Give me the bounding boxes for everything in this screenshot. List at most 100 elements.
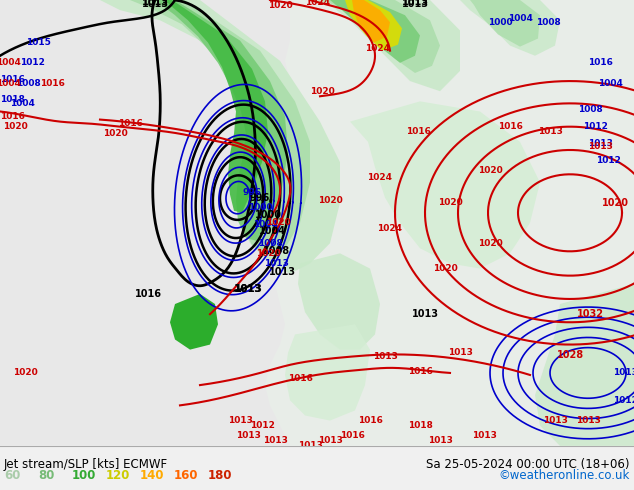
Text: 1000: 1000: [248, 203, 273, 212]
Text: 1020: 1020: [268, 0, 292, 10]
Text: 1020: 1020: [309, 87, 334, 96]
Text: 1016: 1016: [0, 112, 25, 121]
Text: 1020: 1020: [477, 239, 502, 248]
Polygon shape: [320, 0, 440, 73]
Text: 1016: 1016: [0, 74, 25, 84]
Text: 1000: 1000: [488, 18, 512, 27]
Text: 1013: 1013: [588, 139, 612, 148]
Text: 1013: 1013: [543, 416, 567, 425]
Text: 1020: 1020: [437, 198, 462, 207]
Text: 1018: 1018: [408, 421, 432, 430]
Text: 1024: 1024: [368, 173, 392, 182]
Text: 1028: 1028: [557, 350, 583, 360]
Polygon shape: [165, 0, 268, 213]
Text: 1016: 1016: [358, 416, 382, 425]
Text: 1013: 1013: [228, 416, 252, 425]
Polygon shape: [100, 0, 340, 273]
Polygon shape: [170, 294, 218, 350]
Text: 996: 996: [242, 188, 261, 197]
Text: 1012: 1012: [612, 396, 634, 405]
Text: 1013: 1013: [427, 436, 453, 445]
Text: 1000: 1000: [254, 210, 281, 220]
Text: ©weatheronline.co.uk: ©weatheronline.co.uk: [498, 469, 630, 482]
Polygon shape: [350, 101, 540, 269]
Text: 1013: 1013: [538, 127, 562, 136]
Text: 1012: 1012: [250, 421, 275, 430]
Text: 1013: 1013: [141, 0, 169, 7]
Polygon shape: [470, 0, 540, 47]
Text: 80: 80: [38, 469, 55, 482]
Text: 1008: 1008: [536, 18, 560, 27]
Text: 1013: 1013: [401, 0, 429, 7]
Polygon shape: [352, 0, 390, 43]
Text: 1020: 1020: [13, 368, 37, 377]
Text: Sa 25-05-2024 00:00 UTC (18+06): Sa 25-05-2024 00:00 UTC (18+06): [427, 458, 630, 471]
Text: 1013: 1013: [448, 348, 472, 357]
Polygon shape: [0, 0, 130, 284]
Text: 1013: 1013: [472, 431, 496, 441]
Text: 1015: 1015: [25, 38, 51, 47]
Text: 160: 160: [174, 469, 198, 482]
Polygon shape: [460, 0, 560, 56]
Text: 140: 140: [140, 469, 164, 482]
Text: 1013: 1013: [264, 259, 288, 268]
Text: 1020: 1020: [256, 249, 280, 258]
Text: 100: 100: [72, 469, 96, 482]
Text: 1012: 1012: [20, 58, 44, 67]
Text: 1013: 1013: [262, 436, 287, 445]
Text: 1012: 1012: [595, 156, 621, 165]
Text: 1016: 1016: [406, 127, 430, 136]
Text: 1013: 1013: [612, 368, 634, 377]
Text: 1012: 1012: [583, 122, 607, 131]
Text: 1008: 1008: [16, 78, 41, 88]
Polygon shape: [130, 0, 310, 255]
Polygon shape: [285, 324, 370, 420]
Text: 996: 996: [250, 193, 270, 202]
Text: 1013: 1013: [588, 143, 612, 151]
Text: 1024: 1024: [377, 223, 403, 233]
Polygon shape: [310, 0, 460, 91]
Text: 1020: 1020: [602, 197, 628, 208]
Text: 1016: 1016: [39, 78, 65, 88]
Text: 1032: 1032: [576, 309, 604, 319]
Text: 1016: 1016: [288, 373, 313, 383]
Text: 1020: 1020: [318, 196, 342, 205]
Text: 1004: 1004: [252, 220, 278, 229]
Text: 1013: 1013: [141, 0, 169, 9]
Text: 1016: 1016: [408, 368, 432, 376]
Text: 60: 60: [4, 469, 20, 482]
Text: 1020: 1020: [103, 129, 127, 138]
Text: 1004: 1004: [598, 78, 623, 88]
Text: 1018: 1018: [0, 95, 25, 104]
Text: 1013: 1013: [236, 431, 261, 441]
Polygon shape: [345, 0, 402, 50]
Text: 1004: 1004: [259, 226, 285, 236]
Text: 1016: 1016: [340, 431, 365, 441]
Text: 1004: 1004: [0, 58, 20, 67]
Text: 1008: 1008: [257, 239, 282, 248]
Text: 1016: 1016: [117, 119, 143, 128]
Text: 1020: 1020: [266, 219, 290, 227]
Text: 1013: 1013: [235, 284, 261, 294]
Text: 1004: 1004: [508, 14, 533, 23]
Text: 1013: 1013: [401, 0, 429, 9]
Text: 180: 180: [208, 469, 233, 482]
Text: 1013: 1013: [297, 441, 323, 450]
Text: 1013: 1013: [576, 416, 600, 425]
Text: Jet stream/SLP [kts] ECMWF: Jet stream/SLP [kts] ECMWF: [4, 458, 168, 471]
Polygon shape: [330, 0, 420, 63]
Text: 1013: 1013: [411, 309, 439, 319]
Text: 1016: 1016: [498, 122, 522, 131]
Polygon shape: [155, 0, 288, 241]
Polygon shape: [298, 253, 380, 350]
Text: 1020: 1020: [3, 122, 27, 131]
Text: 1008: 1008: [578, 105, 602, 114]
Text: 1016: 1016: [588, 58, 612, 67]
Polygon shape: [265, 0, 634, 446]
Text: 1013: 1013: [373, 352, 398, 361]
Text: 1008: 1008: [262, 246, 290, 256]
Text: 1013: 1013: [318, 436, 342, 445]
Text: 1004: 1004: [10, 99, 34, 108]
Text: 1024: 1024: [306, 0, 330, 6]
Polygon shape: [535, 284, 634, 446]
